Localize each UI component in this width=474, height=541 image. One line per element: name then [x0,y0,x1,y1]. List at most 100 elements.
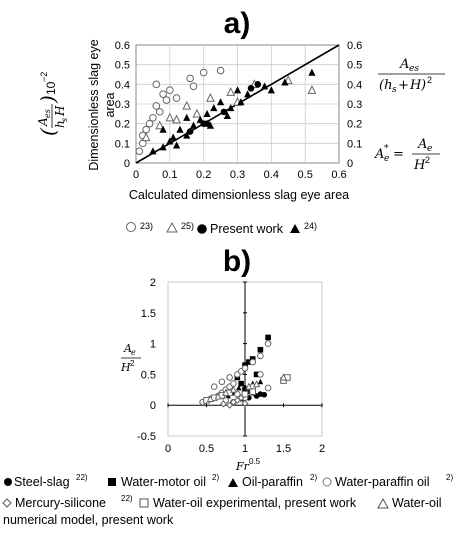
data-point [241,364,249,372]
data-point [189,121,198,129]
data-point [229,385,238,393]
data-point [308,68,316,76]
y-tick-label-left: 0.1 [115,138,130,150]
legend-a-label-present-work: Present work [210,222,284,236]
data-point [152,102,161,110]
panel-a-plot-frame [135,44,340,164]
data-point [182,100,192,110]
data-point [244,90,252,98]
data-point [233,396,241,404]
data-point [226,401,234,409]
data-point [238,380,244,387]
svg-text:A: A [123,342,132,355]
panel-b: b) 0 0.5 1 1.5 2 -0.500.511.52 A e H 2 Fr 0.… [2,245,453,527]
data-point [222,388,230,396]
panel-a-y-axis-label: Dimensionless slag eye area [87,39,117,170]
data-point [135,147,144,155]
data-point [183,113,191,121]
y-tick-label-left: 0.4 [115,79,130,91]
data-point [257,346,264,353]
panel-a-y-ticks-right: 0 0.1 0.2 0.3 0.4 0.5 0.6 [347,40,362,170]
data-point [220,108,228,116]
x-tick-label: 0.4 [264,169,279,181]
panel-a-y-axis-label-line1: Dimensionless slag eye [87,39,101,170]
data-point [166,86,174,95]
y-tick-label: 0 [150,400,156,412]
data-point [230,380,237,387]
data-point [226,374,233,381]
data-point [173,141,181,149]
data-point [226,87,236,96]
x-tick-label: 0.2 [196,169,211,181]
svg-text:H: H [120,361,131,374]
data-point [189,82,198,91]
y-tick-label: -0.5 [137,431,156,443]
x-tick-label: 1.5 [276,443,291,455]
data-point [216,66,225,75]
legend-a-marker-25 [166,221,178,233]
legend-b-label-water-oil-numerical-line1: Water-oil [392,496,442,510]
legend-b-label-water-oil-numerical-line2: numerical model, present work [3,513,174,527]
data-point [241,390,249,398]
panel-b-points [199,334,291,409]
data-point [279,373,288,381]
data-point [159,90,167,98]
y-tick-label-right: 0 [347,158,353,170]
data-point [141,132,151,142]
y-tick-label-right: 0.4 [347,79,362,91]
data-point [210,383,218,391]
x-tick-label: 0.6 [331,169,346,181]
legend-b-marker-mercury-silicone [2,498,12,508]
panel-a: a) 0 0.1 0.2 0.3 0.4 0.5 0.6 00.10.20.30.40.50… [36,7,445,236]
panel-b-y-axis-label: A e H 2 [120,342,141,374]
data-point [199,68,208,77]
data-point [196,115,204,123]
svg-text:A: A [399,57,409,72]
data-point [186,128,194,135]
x-tick-label: 0 [133,169,139,181]
legend-b-ref-oil-paraffin: 2) [310,473,317,482]
data-point [233,86,242,94]
data-point [210,103,218,112]
legend-b-label-oil-paraffin: Oil-paraffin [242,475,303,489]
legend-b-marker-water-motor-oil [108,478,116,486]
data-point [264,340,272,347]
data-point [223,111,231,119]
y-tick-label-right: 0.1 [347,138,362,150]
data-point [206,121,215,129]
svg-text:0.5: 0.5 [249,457,261,466]
data-point [206,93,215,102]
legend-b-label-water-oil-experimental: Water-oil experimental, present work [153,496,357,510]
data-point [237,98,245,106]
svg-text:): ) [36,95,60,104]
svg-text:A: A [36,117,50,127]
data-point [261,391,268,398]
x-tick-label: 0.1 [162,169,177,181]
data-point [206,394,214,403]
svg-text:): ) [420,78,426,93]
y-tick-label-right: 0.2 [347,119,362,131]
legend-b-label-water-paraffin-oil: Water-paraffin oil [335,475,429,489]
panel-a-label: a) [224,7,251,40]
data-point [165,112,175,122]
data-point [249,388,256,395]
panel-b-label: b) [223,245,251,278]
legend-b-marker-steel-slag [4,478,12,486]
svg-text:es: es [43,109,52,118]
panel-a-y-axis-label-line2: area [103,92,117,117]
svg-text:A: A [374,147,384,162]
data-point [247,84,255,92]
panel-b-axes [167,281,323,437]
data-point [162,96,171,104]
panel-a-right-formula-2: A e * = A e H 2 [374,137,440,173]
legend-b-ref-mercury-silicone: 22) [121,494,133,503]
legend-b-ref-water-paraffin-oil: 2) [446,473,453,482]
data-point [159,125,167,133]
data-point [192,108,202,118]
data-point [249,358,256,366]
data-point [183,131,191,139]
svg-text:*: * [384,144,389,154]
data-point [237,394,245,402]
legend-a-marker-24 [290,224,300,233]
